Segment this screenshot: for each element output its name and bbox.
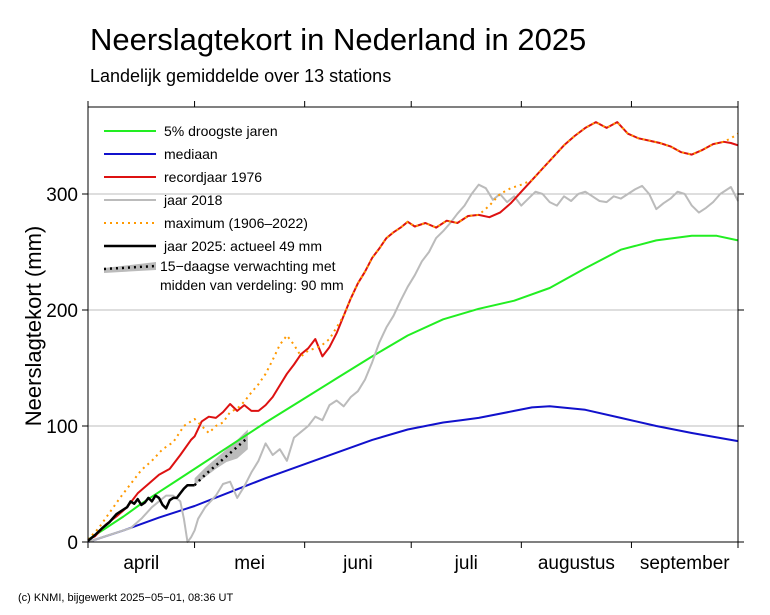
y-axis-ticks: 0 100 200 300 [46, 185, 744, 554]
legend-label-recordjaar-1976: recordjaar 1976 [164, 169, 262, 185]
x-axis-ticks: april mei juni juli augustus september [87, 101, 739, 574]
legend-label-jaar-2018: jaar 2018 [163, 192, 223, 208]
series-line-5-droogste-jaren [87, 234, 739, 541]
forecast-median-line [193, 436, 249, 487]
plot-frame [87, 106, 739, 543]
series-line-mediaan [87, 405, 739, 543]
month-label-juli: juli [454, 553, 478, 574]
legend-label-mediaan: mediaan [164, 146, 218, 162]
month-label-mei: mei [234, 553, 265, 574]
legend-swatch-forecast-line [103, 264, 157, 271]
forecast-band [194, 429, 248, 486]
series-line-jaar-2025-actueel-49-mm [87, 483, 195, 542]
legend-label-forecast-line2: midden van verdeling: 90 mm [160, 277, 344, 293]
y-tick-label: 100 [46, 417, 78, 438]
chart-subtitle: Landelijk gemiddelde over 13 stations [90, 66, 392, 86]
month-label-september: september [640, 553, 730, 574]
legend-label-jaar-2025-actueel-49-mm: jaar 2025: actueel 49 mm [163, 238, 322, 254]
update-credit: (c) KNMI, bijgewerkt 2025−05−01, 08:36 U… [18, 592, 234, 604]
series-lines [87, 121, 739, 543]
legend-label-5-droogste-jaren: 5% droogste jaren [164, 123, 278, 139]
month-label-augustus: augustus [538, 553, 615, 574]
series-line-jaar-2018 [87, 183, 739, 543]
legend: 5% droogste jaren mediaan recordjaar 1976 j… [103, 123, 344, 293]
chart-title: Neerslagtekort in Nederland in 2025 [90, 22, 587, 57]
legend-label-maximum-1906-2022: maximum (1906–2022) [164, 215, 308, 231]
month-label-juni: juni [342, 553, 373, 574]
series-line-recordjaar-1976 [87, 121, 739, 541]
y-tick-label: 300 [46, 185, 78, 206]
y-tick-label: 200 [46, 301, 78, 322]
y-tick-label: 0 [67, 533, 78, 554]
month-label-april: april [123, 553, 159, 574]
legend-label-forecast-line1: 15−daagse verwachting met [160, 258, 336, 274]
legend-swatch-forecast-band [104, 262, 156, 273]
